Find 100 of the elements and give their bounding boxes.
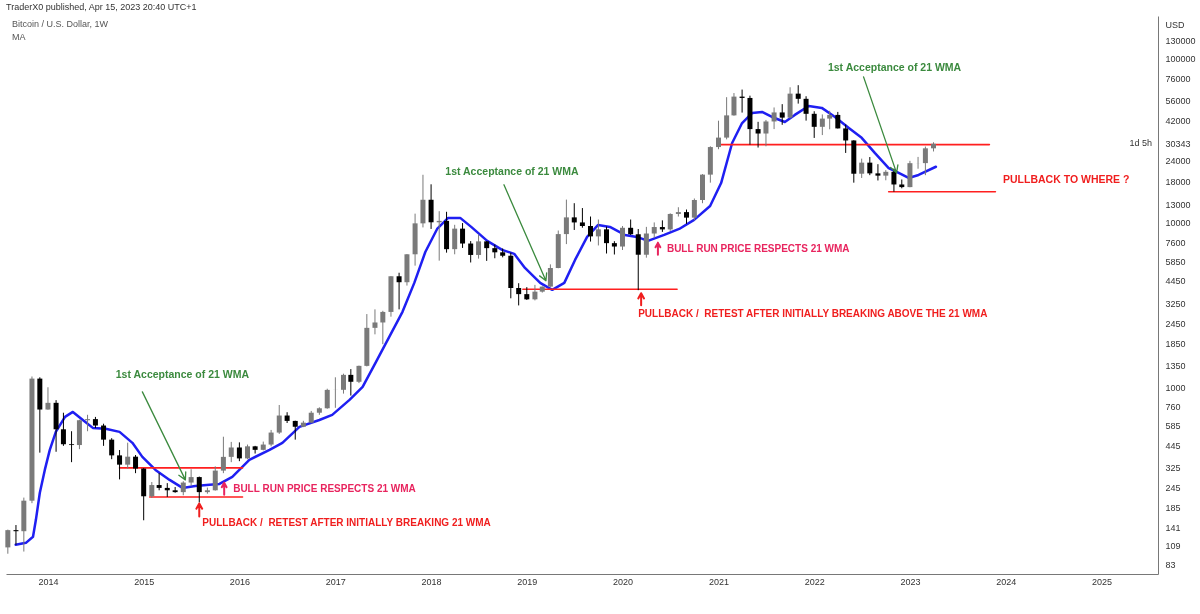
y-tick-label: 18000 (1165, 176, 1191, 187)
candlestick (348, 368, 354, 397)
candlestick (220, 436, 226, 474)
candlestick (380, 310, 386, 345)
x-tick-label: 2014 (38, 576, 59, 587)
candlestick (188, 468, 194, 487)
candlestick (763, 119, 769, 147)
y-tick-label: 3250 (1165, 298, 1186, 309)
x-tick-label: 2018 (421, 576, 442, 587)
candlestick (604, 226, 610, 255)
annotation: 1d 5h (1129, 138, 1152, 148)
candlestick (125, 442, 131, 470)
candlestick (724, 96, 730, 140)
y-tick-label: 585 (1165, 421, 1181, 432)
text: TraderX0 published, Apr 15, 2023 20:40 UTC+1 (6, 2, 197, 12)
annotation: PULLBACK / RETEST AFTER INITIALLY BREAKING 21 WMA (202, 517, 491, 529)
candlestick (779, 103, 785, 126)
y-tick-label: 245 (1165, 483, 1181, 494)
candlestick (547, 263, 553, 288)
y-tick-label: 100000 (1165, 54, 1196, 65)
candlestick (284, 411, 290, 424)
y-tick-label: 83 (1165, 560, 1176, 571)
y-tick-label: 1350 (1165, 361, 1186, 372)
y-tick-label: 185 (1165, 503, 1181, 514)
candlestick (341, 373, 346, 395)
x-tick-label: 2021 (708, 576, 730, 587)
annotation: BULL RUN PRICE RESPECTS 21 WMA (233, 482, 416, 494)
candlestick (133, 454, 139, 474)
candlestick (588, 216, 594, 243)
candlestick (795, 84, 801, 105)
candlestick (460, 222, 466, 249)
candlestick (5, 529, 11, 555)
candlestick (212, 465, 218, 492)
x-tick-label: 2019 (517, 576, 538, 587)
candlestick (827, 110, 833, 130)
candlestick (228, 441, 234, 463)
annotation: 1st Acceptance of 21 WMA (827, 60, 962, 73)
candlestick (715, 120, 721, 150)
candlestick (13, 524, 19, 546)
annotation: BULL RUN PRICE RESPECTS 21 WMA (666, 242, 850, 254)
candlestick (420, 174, 426, 228)
x-tick-label: 2024 (996, 576, 1017, 587)
y-tick-label: 4450 (1165, 276, 1186, 287)
y-tick-label: 325 (1165, 462, 1181, 473)
x-tick-label: 2016 (229, 576, 250, 587)
candlestick (476, 234, 482, 260)
y-tick-label: 445 (1165, 440, 1181, 451)
y-tick-label: 109 (1165, 540, 1181, 551)
y-tick-label: 1850 (1165, 338, 1186, 349)
candlestick (172, 486, 178, 494)
x-tick-label: 2017 (325, 576, 346, 587)
candlestick (643, 226, 649, 259)
candlestick (372, 308, 378, 335)
candlestick (771, 106, 777, 130)
candlestick (324, 388, 330, 410)
candlestick (875, 163, 881, 181)
annotation: PULLBACK / RETEST AFTER INITIALLY BREAKING ABOVE THE 21 WMA (638, 308, 988, 320)
candlestick (196, 476, 202, 503)
candlestick (156, 472, 162, 491)
candlestick (867, 156, 873, 176)
candlestick (907, 160, 913, 188)
annotation: 1st Acceptance of 21 WMA (445, 164, 579, 177)
candlestick (803, 95, 809, 122)
candlestick (468, 240, 474, 263)
candlestick (396, 272, 402, 310)
y-tick-label: 76000 (1165, 73, 1191, 84)
candlestick (484, 240, 490, 262)
candlestick (787, 86, 793, 119)
candlestick (891, 168, 897, 193)
candlestick (691, 197, 697, 221)
candlestick (635, 228, 641, 291)
candlestick (60, 412, 66, 447)
annotation: PULLBACK TO WHERE ? (1003, 173, 1130, 185)
y-tick-label: 760 (1165, 402, 1181, 413)
candlestick (755, 121, 761, 149)
y-tick-label: 24000 (1165, 156, 1191, 167)
candlestick (563, 199, 569, 245)
y-tick-label: 5850 (1165, 256, 1186, 267)
candlestick (819, 113, 825, 136)
candlestick (811, 110, 817, 139)
chart-title: Bitcoin / U.S. Dollar, 1W (12, 19, 109, 29)
y-tick-label: 13000 (1165, 199, 1191, 210)
x-tick-label: 2015 (134, 576, 155, 587)
y-tick-label: 30343 (1165, 139, 1191, 150)
candlestick (236, 441, 242, 462)
candlestick (516, 282, 522, 306)
y-tick-label: 42000 (1165, 116, 1191, 127)
candlestick (859, 158, 865, 179)
candlestick (101, 423, 107, 447)
candlestick (109, 437, 115, 460)
candlestick (428, 183, 434, 230)
candlestick (45, 386, 51, 411)
candlestick (843, 123, 849, 154)
candlestick (532, 284, 538, 301)
candlestick (252, 445, 258, 455)
y-tick-label: 141 (1165, 522, 1181, 533)
candlestick (579, 207, 585, 229)
candlestick (620, 225, 626, 251)
y-axis-title: USD (1165, 19, 1185, 30)
candlestick (276, 404, 282, 435)
